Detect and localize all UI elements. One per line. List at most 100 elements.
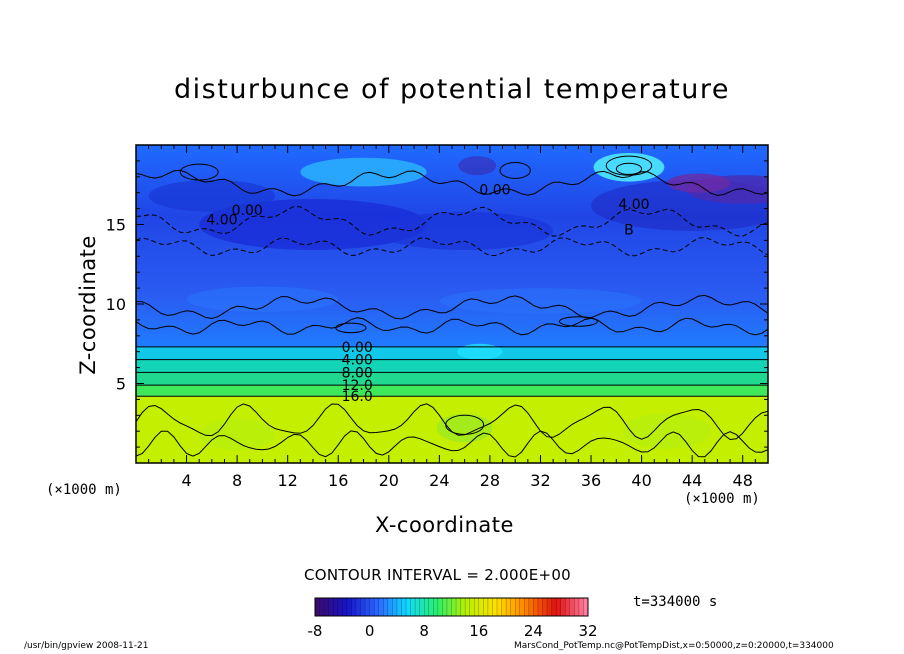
contour-line bbox=[558, 316, 598, 327]
colorbar-cell bbox=[556, 598, 561, 616]
colorbar-cell bbox=[492, 598, 498, 616]
colorbar-cell bbox=[442, 598, 448, 616]
colorbar-cell bbox=[355, 598, 361, 616]
colorbar-cell bbox=[510, 598, 516, 616]
x-tick-label: 16 bbox=[328, 471, 348, 490]
colorbar-cell bbox=[419, 598, 425, 616]
colorbar-cell bbox=[342, 598, 348, 616]
chart-title: disturbunce of potential temperature bbox=[174, 74, 730, 105]
contour-line bbox=[136, 169, 768, 197]
colorbar-cell bbox=[415, 598, 420, 616]
colorbar-cell bbox=[446, 598, 452, 616]
colorbar-cell bbox=[460, 598, 466, 616]
contour-label: 0.00 bbox=[342, 340, 373, 356]
x-tick-label: 32 bbox=[530, 471, 550, 490]
colorbar-cell bbox=[574, 598, 580, 616]
colorbar-tick-label: -8 bbox=[308, 622, 323, 640]
x-tick-label: 28 bbox=[480, 471, 500, 490]
colorbar-cell bbox=[387, 598, 393, 616]
contour-label: 16.0 bbox=[342, 389, 373, 405]
colorbar-cell bbox=[406, 598, 411, 616]
colorbar-cell bbox=[537, 598, 543, 616]
colorbar-cell bbox=[565, 598, 571, 616]
x-tick-label: 12 bbox=[278, 471, 298, 490]
x-tick-label: 20 bbox=[379, 471, 399, 490]
contour-label: 4.00 bbox=[206, 213, 237, 229]
colorbar-cell bbox=[428, 598, 434, 616]
contour-line bbox=[136, 317, 768, 336]
field-patch bbox=[199, 418, 276, 451]
colorbar-cell bbox=[401, 598, 407, 616]
colorbar-cell bbox=[547, 598, 552, 616]
field-patch bbox=[622, 413, 712, 449]
contour-line bbox=[136, 430, 768, 458]
field-patch bbox=[186, 286, 339, 312]
contour-line bbox=[615, 162, 643, 175]
colorbar-cell bbox=[560, 598, 566, 616]
colorbar-cell bbox=[474, 598, 480, 616]
colorbar-cell bbox=[360, 598, 366, 616]
heatmap-layer bbox=[136, 359, 768, 373]
x-unit-left: (×1000 m) bbox=[46, 482, 122, 498]
colorbar-cell bbox=[346, 598, 352, 616]
colorbar-cell bbox=[328, 598, 334, 616]
contour-label: 12.0 bbox=[342, 378, 373, 394]
colorbar-cell bbox=[478, 598, 484, 616]
field-patch bbox=[148, 179, 276, 212]
colorbar-cell bbox=[424, 598, 430, 616]
colorbar-cell bbox=[578, 598, 584, 616]
contour-label: 8.00 bbox=[342, 365, 373, 381]
contour-label: 0.00 bbox=[479, 183, 510, 199]
y-axis-label: Z-coordinate bbox=[76, 235, 100, 375]
colorbar-cell bbox=[469, 598, 475, 616]
colorbar-cell bbox=[433, 598, 439, 616]
field-patch bbox=[300, 157, 427, 187]
y-tick-label: 10 bbox=[106, 295, 126, 314]
colorbar-tick-label: 24 bbox=[524, 622, 543, 640]
contour-line bbox=[445, 414, 485, 435]
colorbar-cell bbox=[451, 598, 457, 616]
x-tick-label: 48 bbox=[733, 471, 753, 490]
x-tick-label: 24 bbox=[429, 471, 449, 490]
contour-line-dashed bbox=[136, 206, 768, 237]
field-patch bbox=[666, 173, 731, 193]
colorbar-cell bbox=[383, 598, 389, 616]
colorbar-tick-label: 0 bbox=[365, 622, 375, 640]
colorbar-cell bbox=[392, 598, 398, 616]
y-tick-label: 15 bbox=[106, 216, 126, 235]
colorbar-cell bbox=[501, 598, 507, 616]
field-patch bbox=[593, 152, 665, 182]
colorbar-cell bbox=[315, 598, 320, 616]
colorbar-cell bbox=[351, 598, 357, 616]
colorbar-cell bbox=[396, 598, 402, 616]
contour-label: 4.00 bbox=[342, 353, 373, 369]
colorbar-cell bbox=[497, 598, 502, 616]
colorbar-tick-label: 8 bbox=[419, 622, 429, 640]
colorbar-cell bbox=[569, 598, 575, 616]
colorbar-tick-label: 32 bbox=[578, 622, 597, 640]
y-tick-label: 5 bbox=[116, 375, 126, 394]
colorbar-cell bbox=[533, 598, 539, 616]
colorbar-cell bbox=[369, 598, 375, 616]
colorbar-cell bbox=[487, 598, 493, 616]
contour-line bbox=[179, 163, 219, 181]
colorbar-cell bbox=[378, 598, 384, 616]
time-label: t=334000 s bbox=[633, 594, 718, 610]
x-tick-label: 4 bbox=[181, 471, 191, 490]
heatmap-layer bbox=[136, 385, 768, 397]
x-tick-label: 8 bbox=[232, 471, 242, 490]
colorbar-cell bbox=[337, 598, 343, 616]
contour-line bbox=[499, 161, 531, 179]
x-axis-label: X-coordinate bbox=[375, 513, 514, 537]
contour-line-dashed bbox=[136, 236, 768, 257]
x-tick-label: 40 bbox=[631, 471, 651, 490]
colorbar-cell bbox=[483, 598, 489, 616]
colorbar-cell bbox=[319, 598, 325, 616]
colorbar-cell bbox=[542, 598, 548, 616]
colorbar-cell bbox=[583, 598, 589, 616]
colorbar-cell bbox=[515, 598, 521, 616]
x-tick-label: 44 bbox=[682, 471, 702, 490]
x-tick-label: 36 bbox=[581, 471, 601, 490]
